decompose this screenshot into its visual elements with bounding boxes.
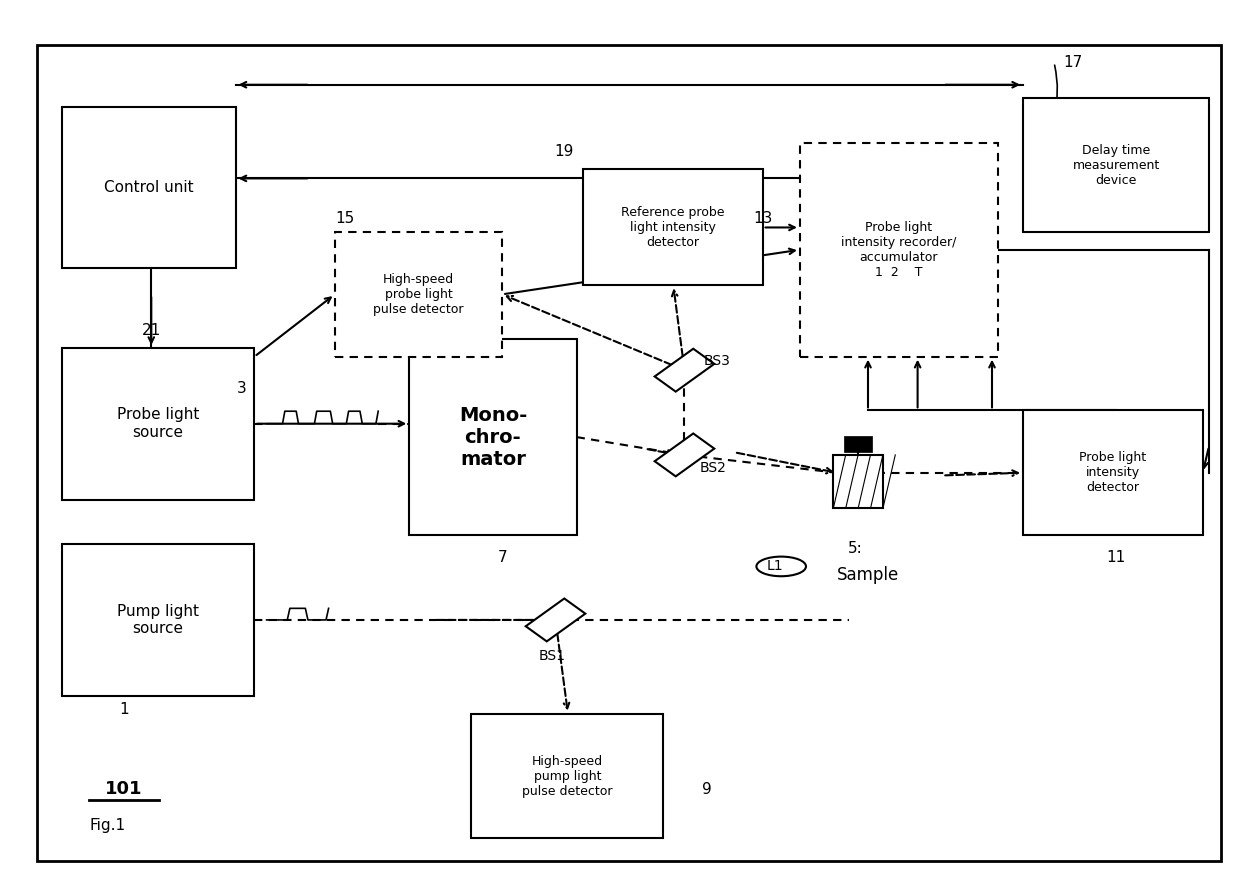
Ellipse shape	[756, 557, 806, 576]
Text: Sample: Sample	[837, 566, 899, 584]
Text: 19: 19	[554, 145, 574, 159]
Text: Probe light
source: Probe light source	[117, 408, 200, 440]
Text: 1: 1	[119, 702, 129, 716]
Polygon shape	[655, 434, 714, 476]
Bar	[833, 455, 883, 508]
Polygon shape	[655, 349, 714, 392]
Text: Probe light
intensity
detector: Probe light intensity detector	[1079, 451, 1147, 494]
Bar	[471, 714, 663, 838]
Bar	[800, 143, 998, 357]
Text: 9: 9	[702, 782, 712, 797]
Text: 15: 15	[335, 211, 355, 226]
Text: Reference probe
light intensity
detector: Reference probe light intensity detector	[621, 206, 724, 249]
Text: Probe light
intensity recorder/
accumulator
1  2    T: Probe light intensity recorder/ accumula…	[841, 220, 957, 279]
Bar	[409, 339, 577, 535]
Text: Fig.1: Fig.1	[89, 818, 125, 832]
Bar	[583, 169, 763, 285]
Bar	[844, 436, 872, 452]
Text: Pump light
source: Pump light source	[117, 604, 200, 636]
Text: 21: 21	[141, 323, 161, 337]
Bar	[62, 544, 254, 696]
Text: 11: 11	[1106, 550, 1126, 565]
Text: Control unit: Control unit	[104, 180, 193, 194]
Text: High-speed
pump light
pulse detector: High-speed pump light pulse detector	[522, 755, 613, 797]
Bar	[62, 348, 254, 500]
Text: 17: 17	[1063, 55, 1083, 70]
Polygon shape	[526, 599, 585, 641]
Text: High-speed
probe light
pulse detector: High-speed probe light pulse detector	[373, 273, 464, 316]
Text: BS1: BS1	[538, 648, 565, 663]
Bar	[1023, 98, 1209, 232]
Text: L1: L1	[766, 559, 784, 574]
Text: 101: 101	[105, 780, 143, 798]
Text: Mono-
chro-
mator: Mono- chro- mator	[459, 406, 527, 468]
Text: 3: 3	[237, 381, 247, 395]
Text: 7: 7	[497, 550, 507, 565]
Bar	[335, 232, 502, 357]
Text: Delay time
measurement
device: Delay time measurement device	[1073, 144, 1159, 186]
Text: BS3: BS3	[703, 354, 730, 368]
Text: BS2: BS2	[699, 461, 727, 475]
Bar	[62, 107, 236, 268]
Text: 5:: 5:	[848, 541, 863, 556]
Text: 13: 13	[753, 211, 773, 226]
Bar	[1023, 410, 1203, 535]
